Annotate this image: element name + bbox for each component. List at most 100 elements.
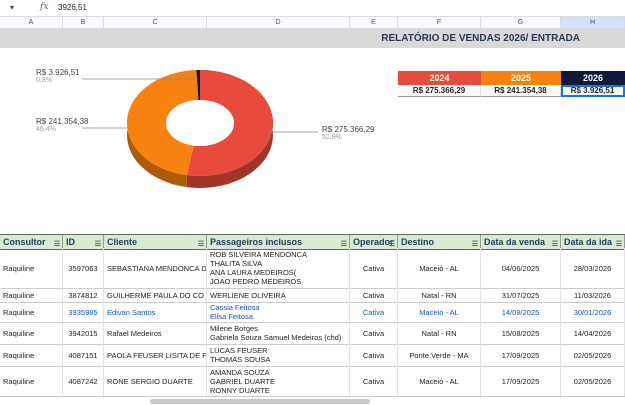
- filter-icon[interactable]: ☰: [388, 241, 395, 248]
- column-header-b[interactable]: B: [63, 17, 104, 29]
- cell-cliente[interactable]: GUILHERME PAULA DO CO: [104, 288, 207, 302]
- cell-venda[interactable]: 14/08/2025: [481, 302, 561, 322]
- cell-consultor[interactable]: Raquiline: [0, 248, 63, 288]
- cell-operador[interactable]: Cativa: [350, 288, 398, 302]
- cell-pax[interactable]: ROB SILVEIRA MENDONCA THALITA SILVA ANA LA…: [207, 248, 350, 288]
- cell-destino[interactable]: Natal - RN: [398, 322, 481, 344]
- cell-pax[interactable]: Cassia Feitosa Elisa Feitosa: [207, 302, 350, 322]
- column-header-e[interactable]: E: [350, 17, 398, 29]
- slice-2[interactable]: [196, 70, 200, 101]
- year-total-2025[interactable]: R$ 241.354,38: [481, 85, 561, 97]
- column-header-c[interactable]: C: [104, 17, 207, 29]
- cell-ida[interactable]: 28/03/2026: [561, 248, 625, 288]
- filter-icon[interactable]: ☰: [94, 241, 101, 248]
- year-total-2024[interactable]: R$ 275.366,29: [398, 85, 481, 97]
- cell-pax[interactable]: LUCAS FEUSER THOMAS SOUSA: [207, 344, 350, 366]
- passenger-name: RONNY DUARTE: [210, 385, 270, 395]
- cell-operador[interactable]: Cativa: [350, 248, 398, 288]
- th-data-da-ida[interactable]: Data da ida ☰: [561, 235, 625, 249]
- table-row[interactable]: Raquiline 4087242 RONE SERGIO DUARTE AMANDA…: [0, 366, 625, 397]
- cell-consultor[interactable]: Raquiline: [0, 344, 63, 366]
- cell-destino[interactable]: Ponte Verde - MA: [398, 344, 481, 366]
- sales-donut-chart[interactable]: [0, 48, 400, 233]
- cell-destino[interactable]: Maceió - AL: [398, 302, 481, 322]
- year-header-2025[interactable]: 2025: [481, 71, 561, 85]
- th-passageiros-inclusos[interactable]: Passageiros inclusos ☰: [207, 235, 350, 249]
- cell-operador[interactable]: Cativa: [350, 302, 398, 322]
- cell-id[interactable]: 4087151: [63, 344, 104, 366]
- cell-operador[interactable]: Cativa: [350, 344, 398, 366]
- column-header-d[interactable]: D: [207, 17, 350, 29]
- column-header-a[interactable]: A: [0, 17, 63, 29]
- cell-venda[interactable]: 17/09/2025: [481, 366, 561, 396]
- passenger-name: ROB SILVEIRA MENDONCA: [210, 250, 307, 259]
- cell-ida[interactable]: 30/01/2026: [561, 302, 625, 322]
- cell-ida[interactable]: 02/05/2026: [561, 366, 625, 396]
- slice-percent-0: 52,9%: [322, 134, 342, 141]
- th-destino[interactable]: Destino ☰: [398, 235, 481, 249]
- cell-ida[interactable]: 11/03/2026: [561, 288, 625, 302]
- slice-side-0: [186, 70, 273, 188]
- table-row[interactable]: Raquiline 3597063 SEBASTIANA MENDONCA DA RO…: [0, 248, 625, 289]
- filter-icon[interactable]: ☰: [340, 241, 347, 248]
- th-id[interactable]: ID ☰: [63, 235, 104, 249]
- slice-0[interactable]: [186, 70, 273, 176]
- cell-venda[interactable]: 04/06/2025: [481, 248, 561, 288]
- th-cliente[interactable]: Cliente ☰: [104, 235, 207, 249]
- passenger-name: Gabriela Souza Samuel Medeiros (chd): [210, 333, 342, 342]
- column-header-h[interactable]: H: [561, 17, 625, 29]
- cell-cliente[interactable]: Rafael Medeiros: [104, 322, 207, 344]
- slice-1[interactable]: [127, 70, 199, 176]
- cell-venda[interactable]: 17/09/2025: [481, 344, 561, 366]
- cell-operador[interactable]: Cativa: [350, 366, 398, 396]
- filter-icon[interactable]: ☰: [197, 241, 204, 248]
- table-row[interactable]: Raquiline 3935985 Edivan Santos Cassia Feit…: [0, 302, 625, 323]
- cell-consultor[interactable]: Raquiline: [0, 302, 63, 322]
- name-box[interactable]: ▾: [10, 3, 15, 12]
- slice-label-1: R$ 241.354,38: [36, 117, 89, 126]
- cell-consultor[interactable]: Raquiline: [0, 288, 63, 302]
- cell-ida[interactable]: 14/04/2026: [561, 322, 625, 344]
- th-label: ID: [66, 237, 75, 247]
- cell-consultor[interactable]: Raquiline: [0, 366, 63, 396]
- cell-id[interactable]: 3874812: [63, 288, 104, 302]
- cell-cliente[interactable]: SEBASTIANA MENDONCA DA: [104, 248, 207, 288]
- cell-cliente[interactable]: Edivan Santos: [104, 302, 207, 322]
- cell-id[interactable]: 3597063: [63, 248, 104, 288]
- slice-label-0: R$ 275.366,29: [322, 125, 375, 134]
- cell-cliente[interactable]: RONE SERGIO DUARTE: [104, 366, 207, 396]
- cell-id[interactable]: 3942015: [63, 322, 104, 344]
- filter-icon[interactable]: ☰: [53, 241, 60, 248]
- year-header-2026[interactable]: 2026: [561, 71, 625, 85]
- cell-consultor[interactable]: Raquiline: [0, 322, 63, 344]
- cell-operador[interactable]: Cativa: [350, 322, 398, 344]
- filter-icon[interactable]: ☰: [615, 241, 622, 248]
- cell-destino[interactable]: Maceió - AL: [398, 248, 481, 288]
- filter-icon[interactable]: ☰: [471, 241, 478, 248]
- cell-venda[interactable]: 15/08/2025: [481, 322, 561, 344]
- cell-pax[interactable]: WERLIENE OLIVEIRA: [207, 288, 350, 302]
- cell-venda[interactable]: 31/07/2025: [481, 288, 561, 302]
- horizontal-scrollbar[interactable]: [150, 399, 370, 404]
- year-total-2026[interactable]: R$ 3.926,51: [561, 85, 625, 97]
- cell-id[interactable]: 4087242: [63, 366, 104, 396]
- table-row[interactable]: Raquiline 3874812 GUILHERME PAULA DO CO WER…: [0, 288, 625, 303]
- column-header-f[interactable]: F: [398, 17, 481, 29]
- th-data-da-venda[interactable]: Data da venda ☰: [481, 235, 561, 249]
- cell-id[interactable]: 3935985: [63, 302, 104, 322]
- cell-pax[interactable]: AMANDA SOUZA GABRIEL DUARTE RONNY DUARTE: [207, 366, 350, 396]
- cell-destino[interactable]: Maceió - AL: [398, 366, 481, 396]
- table-row[interactable]: Raquiline 4087151 PAOLA FEUSER LISITA DE F…: [0, 344, 625, 367]
- cell-ida[interactable]: 02/05/2026: [561, 344, 625, 366]
- th-label: Destino: [401, 237, 435, 247]
- column-header-g[interactable]: G: [481, 17, 561, 29]
- th-operador[interactable]: Operador ☰: [350, 235, 398, 249]
- cell-cliente[interactable]: PAOLA FEUSER LISITA DE F: [104, 344, 207, 366]
- formula-input[interactable]: 3926,51: [58, 3, 87, 12]
- year-header-2024[interactable]: 2024: [398, 71, 481, 85]
- table-row[interactable]: Raquiline 3942015 Rafael Medeiros Milene Bo…: [0, 322, 625, 345]
- cell-destino[interactable]: Natal - RN: [398, 288, 481, 302]
- cell-pax[interactable]: Milene Borges Gabriela Souza Samuel Medei…: [207, 322, 350, 344]
- th-consultor[interactable]: Consultor ☰: [0, 235, 63, 249]
- filter-icon[interactable]: ☰: [551, 241, 558, 248]
